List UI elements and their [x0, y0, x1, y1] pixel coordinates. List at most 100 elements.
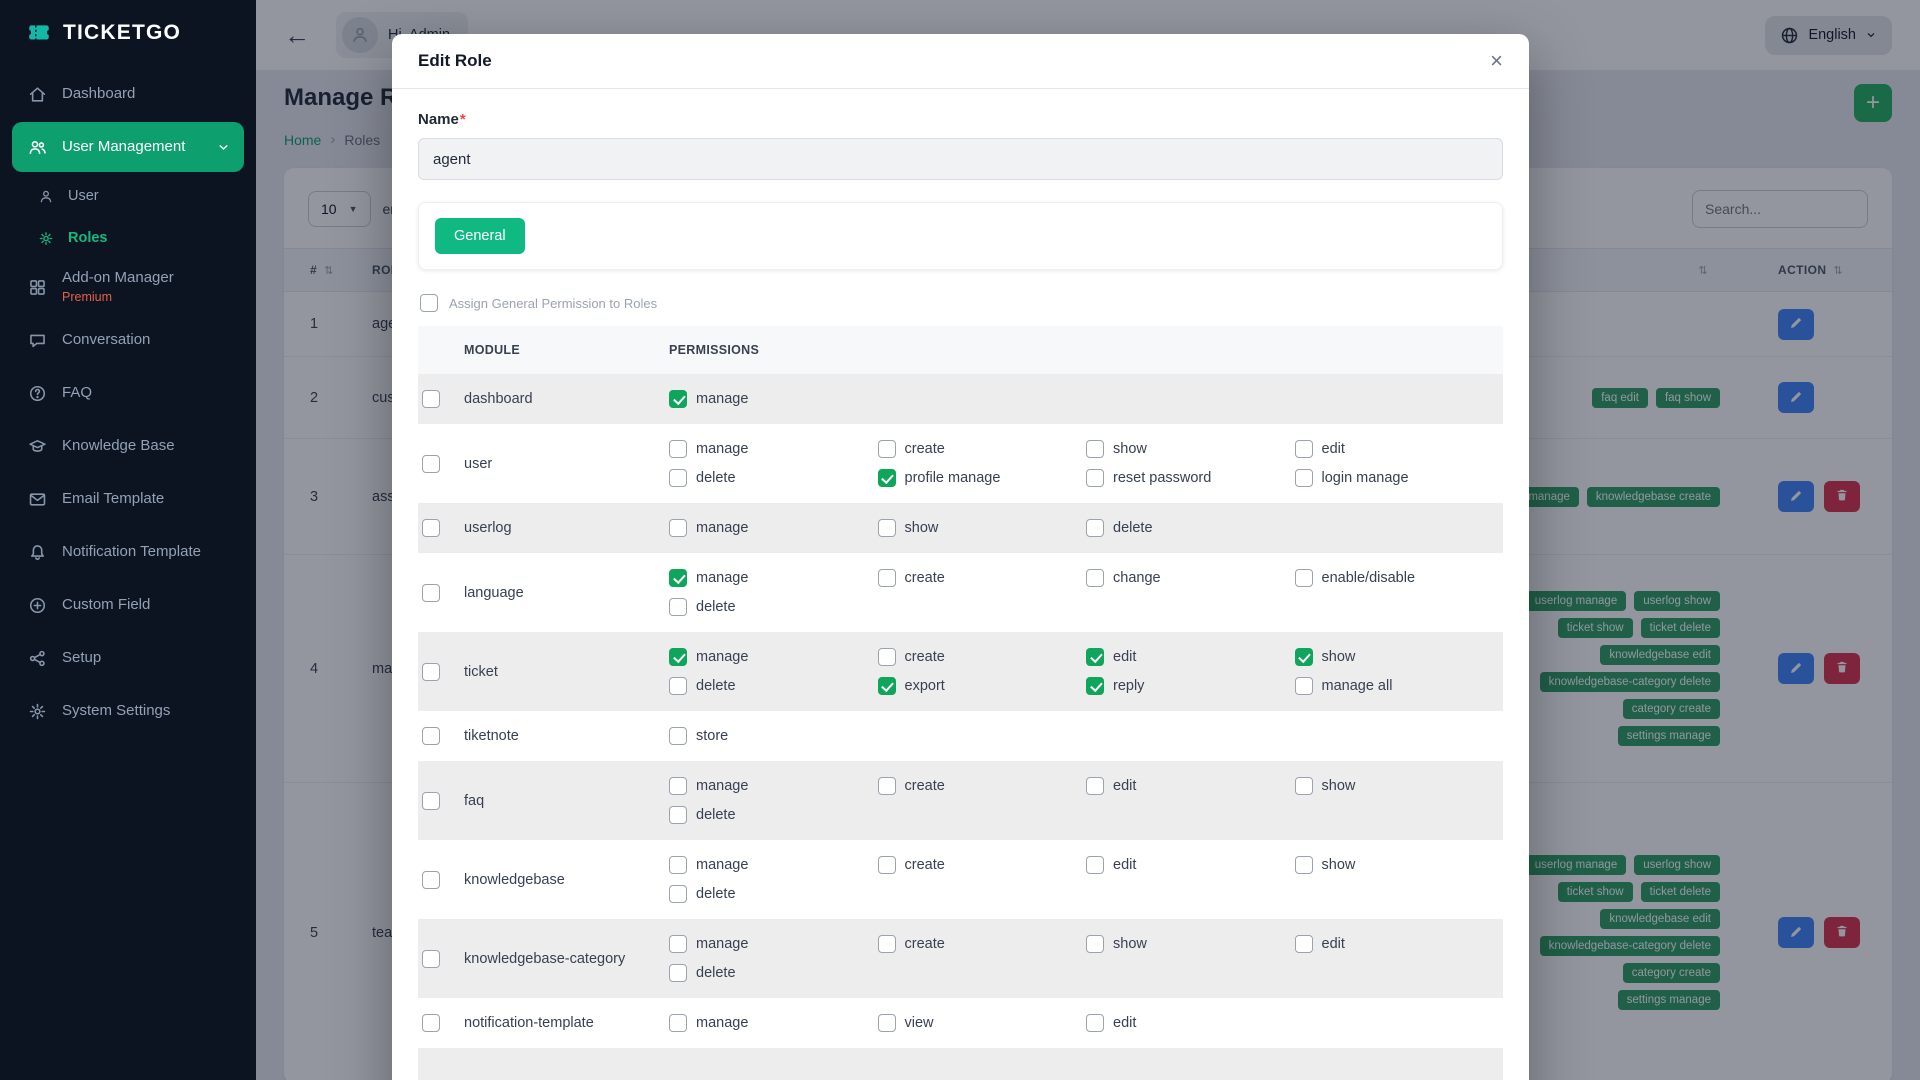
sidebar-item-knowledge-base[interactable]: Knowledge Base [12, 421, 244, 471]
delete-role-button[interactable] [1824, 481, 1860, 512]
sidebar-item-user[interactable]: User [12, 175, 244, 217]
module-checkbox[interactable] [422, 791, 440, 810]
module-checkbox[interactable] [422, 454, 440, 473]
sidebar-item-notification-template[interactable]: Notification Template [12, 527, 244, 577]
module-checkbox[interactable] [422, 727, 440, 745]
permission-knowledgebase-manage[interactable]: manage [669, 855, 878, 875]
delete-role-button[interactable] [1824, 653, 1860, 684]
permission-knowledgebase-create[interactable]: create [877, 855, 1087, 875]
module-checkbox[interactable] [422, 1014, 440, 1032]
back-arrow-icon[interactable]: ← [284, 20, 310, 50]
permission-language-manage[interactable]: manage [669, 568, 878, 588]
permission-user-show[interactable]: show [1086, 439, 1295, 459]
checkbox[interactable] [1086, 777, 1104, 795]
sidebar-item-conversation[interactable]: Conversation [12, 315, 244, 365]
permission-userlog-manage[interactable]: manage [669, 518, 878, 538]
checkbox[interactable] [877, 777, 896, 795]
checkbox[interactable] [1294, 677, 1313, 695]
checkbox[interactable] [669, 935, 687, 953]
checkbox[interactable] [877, 519, 896, 537]
checkbox[interactable] [877, 856, 896, 874]
checkbox[interactable] [669, 1014, 687, 1032]
permission-faq-delete[interactable]: delete [669, 805, 878, 825]
checkbox[interactable] [1086, 648, 1104, 666]
checkbox[interactable] [669, 569, 687, 587]
permission-ticket-delete[interactable]: delete [669, 676, 878, 696]
checkbox[interactable] [1294, 440, 1313, 458]
permission-user-reset-password[interactable]: reset password [1086, 468, 1295, 488]
permission-faq-edit[interactable]: edit [1086, 776, 1295, 796]
permission-knowledgebase-category-delete[interactable]: delete [669, 963, 878, 983]
checkbox[interactable] [1294, 648, 1313, 666]
sidebar-item-user-management[interactable]: User Management [12, 122, 244, 172]
close-icon[interactable]: × [1490, 48, 1503, 73]
permission-user-manage[interactable]: manage [669, 439, 878, 459]
checkbox[interactable] [877, 1014, 896, 1032]
sidebar-item-roles[interactable]: Roles [12, 217, 244, 259]
checkbox[interactable] [1086, 856, 1104, 874]
permission-notification-template-manage[interactable]: manage [669, 1013, 878, 1033]
permission-language-delete[interactable]: delete [669, 597, 878, 617]
search-input[interactable] [1692, 190, 1868, 228]
permission-notification-template-view[interactable]: view [877, 1013, 1087, 1033]
permission-ticket-export[interactable]: export [877, 676, 1087, 696]
checkbox[interactable] [669, 440, 687, 458]
module-checkbox[interactable] [422, 662, 440, 681]
permission-knowledgebase-category-show[interactable]: show [1086, 934, 1295, 954]
permission-userlog-show[interactable]: show [877, 518, 1087, 538]
permission-language-change[interactable]: change [1086, 568, 1295, 588]
module-checkbox[interactable] [422, 583, 440, 602]
edit-role-button[interactable] [1778, 653, 1814, 684]
sidebar-item-add-on-manager[interactable]: Add-on Manager Premium [12, 262, 244, 312]
module-checkbox[interactable] [422, 870, 440, 889]
permission-user-delete[interactable]: delete [669, 468, 878, 488]
sidebar-item-dashboard[interactable]: Dashboard [12, 69, 244, 119]
permission-faq-create[interactable]: create [877, 776, 1087, 796]
delete-role-button[interactable] [1824, 917, 1860, 948]
header-action[interactable]: ACTION ⇅ [1778, 263, 1844, 277]
permission-tiketnote-store[interactable]: store [669, 726, 878, 746]
sidebar-item-faq[interactable]: FAQ [12, 368, 244, 418]
permission-ticket-manage[interactable]: manage [669, 647, 878, 667]
edit-role-button[interactable] [1778, 382, 1814, 413]
permission-language-create[interactable]: create [877, 568, 1087, 588]
checkbox[interactable] [1294, 569, 1313, 587]
header-num[interactable]: # ⇅ [310, 263, 334, 277]
checkbox[interactable] [877, 569, 896, 587]
checkbox[interactable] [1294, 777, 1313, 795]
breadcrumb-home[interactable]: Home [284, 131, 322, 148]
edit-role-button[interactable] [1778, 481, 1814, 512]
checkbox[interactable] [669, 727, 687, 745]
checkbox[interactable] [1086, 935, 1104, 953]
checkbox[interactable] [669, 390, 687, 408]
sidebar-item-email-template[interactable]: Email Template [12, 474, 244, 524]
permission-knowledgebase-edit[interactable]: edit [1086, 855, 1295, 875]
permission-knowledgebase-delete[interactable]: delete [669, 884, 878, 904]
app-logo[interactable]: TICKETGO [0, 0, 256, 62]
permission-ticket-manage-all[interactable]: manage all [1294, 676, 1504, 696]
checkbox[interactable] [669, 806, 687, 824]
checkbox[interactable] [669, 964, 687, 982]
checkbox[interactable] [669, 885, 687, 903]
checkbox[interactable] [669, 598, 687, 616]
role-name-input[interactable] [418, 138, 1503, 180]
checkbox[interactable] [877, 648, 896, 666]
checkbox[interactable] [877, 469, 896, 487]
permission-faq-show[interactable]: show [1294, 776, 1504, 796]
checkbox[interactable] [669, 519, 687, 537]
checkbox[interactable] [669, 677, 687, 695]
sidebar-item-system-settings[interactable]: System Settings [12, 686, 244, 736]
module-checkbox[interactable] [422, 519, 440, 537]
checkbox[interactable] [1294, 856, 1313, 874]
permission-user-create[interactable]: create [877, 439, 1087, 459]
permission-knowledgebase-category-edit[interactable]: edit [1294, 934, 1504, 954]
permission-user-edit[interactable]: edit [1294, 439, 1504, 459]
checkbox[interactable] [669, 469, 687, 487]
assign-general-permission-checkbox[interactable]: Assign General Permission to Roles [420, 294, 1501, 312]
checkbox[interactable] [1294, 469, 1313, 487]
checkbox[interactable] [1086, 677, 1104, 695]
checkbox[interactable] [1086, 440, 1104, 458]
checkbox[interactable] [1086, 569, 1104, 587]
permission-ticket-edit[interactable]: edit [1086, 647, 1295, 667]
checkbox[interactable] [420, 294, 438, 312]
